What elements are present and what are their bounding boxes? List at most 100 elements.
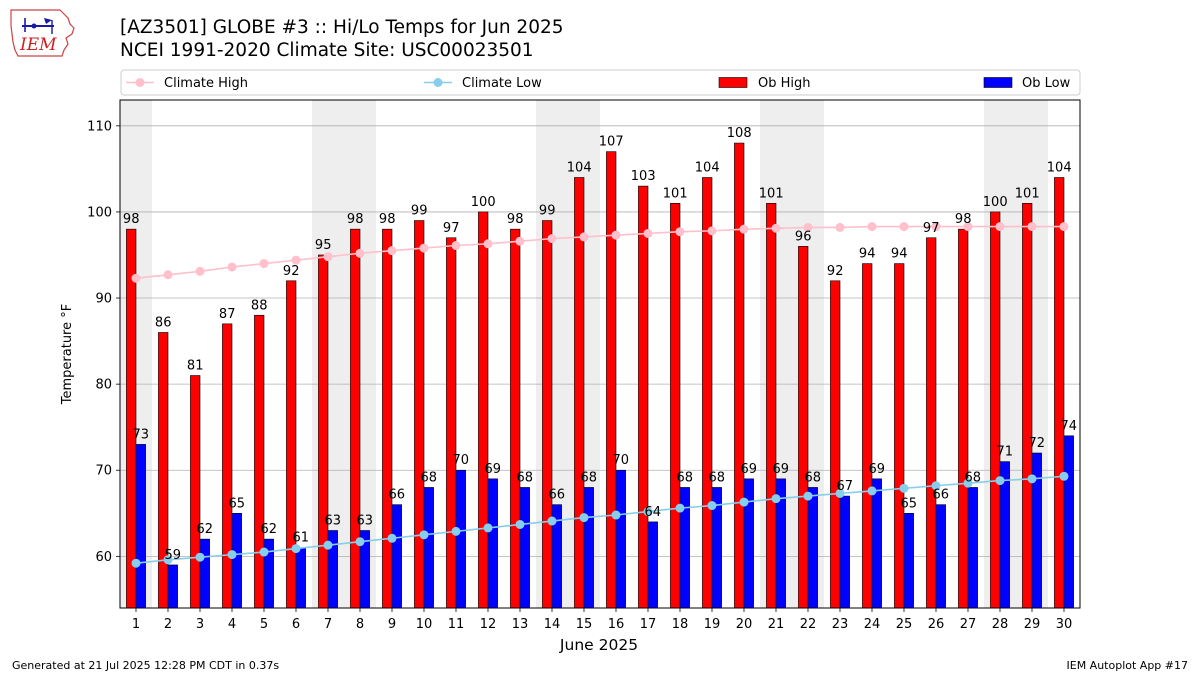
ob-high-label: 104 (695, 160, 720, 175)
ob-high-label: 101 (759, 186, 784, 201)
ob-low-bar (519, 487, 530, 609)
ob-low-bar (935, 504, 946, 609)
chart-title: [AZ3501] GLOBE #3 :: Hi/Lo Temps for Jun… (120, 17, 564, 38)
climate-low-point (675, 503, 685, 513)
ob-high-bar (862, 263, 873, 609)
ob-low-label: 67 (837, 479, 854, 494)
ob-low-bar (839, 495, 850, 609)
ob-low-label: 64 (645, 505, 662, 520)
ob-low-bar (455, 469, 466, 609)
climate-high-point (1027, 222, 1037, 232)
climate-low-point (163, 555, 173, 565)
climate-high-point (259, 259, 269, 269)
ob-low-bar (487, 478, 498, 609)
ob-low-label: 69 (741, 462, 758, 477)
ob-high-bar (286, 280, 297, 609)
ob-high-bar (830, 280, 841, 609)
ob-low-bar (231, 512, 242, 609)
x-tick-label: 21 (768, 617, 785, 632)
climate-low-point (515, 519, 525, 529)
ob-high-label: 98 (379, 212, 396, 227)
ob-high-label: 94 (859, 247, 876, 262)
climate-low-point (739, 497, 749, 507)
x-tick-label: 12 (480, 617, 497, 632)
ob-high-label: 96 (795, 229, 812, 244)
climate-low-point (579, 513, 589, 523)
climate-high-point (323, 252, 333, 262)
x-tick-label: 1 (132, 617, 140, 632)
ob-low-label: 74 (1061, 419, 1078, 434)
ob-low-label: 66 (933, 488, 950, 503)
x-tick-label: 25 (896, 617, 913, 632)
x-tick-label: 22 (800, 617, 817, 632)
y-tick-label: 90 (95, 292, 112, 307)
ob-low-label: 72 (1029, 436, 1046, 451)
ob-high-label: 97 (443, 221, 460, 236)
ob-high-label: 103 (631, 169, 656, 184)
climate-low-point (419, 530, 429, 540)
plot-frame (119, 99, 1081, 609)
x-tick-label: 2 (164, 617, 172, 632)
x-tick-label: 20 (736, 617, 753, 632)
legend-box (120, 69, 1081, 96)
climate-high-line (135, 225, 1064, 280)
ob-low-bar (391, 504, 402, 609)
ob-low-bar (423, 487, 434, 609)
climate-high-point (195, 266, 205, 276)
climate-high-point (579, 232, 589, 242)
ob-low-bar (615, 469, 626, 609)
ob-high-label: 81 (187, 359, 204, 374)
ob-low-label: 62 (197, 522, 214, 537)
legend-ob-high-swatch (718, 77, 748, 88)
ob-high-bar (990, 211, 1001, 609)
ob-low-label: 69 (869, 462, 886, 477)
ob-low-label: 73 (133, 427, 150, 442)
x-tick-label: 28 (992, 617, 1009, 632)
ob-high-bar (446, 237, 457, 609)
climate-low-point (771, 494, 781, 504)
ob-high-label: 104 (567, 160, 592, 175)
ob-high-bar (574, 177, 585, 609)
climate-low-point (611, 510, 621, 520)
climate-high-point (131, 273, 141, 283)
ob-low-label: 59 (165, 548, 182, 563)
climate-high-point (419, 243, 429, 253)
ob-high-bar (766, 203, 777, 609)
x-tick-label: 5 (260, 617, 268, 632)
chart-subtitle: NCEI 1991-2020 Climate Site: USC00023501 (120, 40, 534, 61)
climate-low-point (707, 501, 717, 511)
ob-high-bar (158, 332, 169, 609)
ob-high-bar (606, 151, 617, 609)
climate-high-point (899, 222, 909, 232)
ob-high-label: 108 (727, 126, 752, 141)
ob-high-label: 92 (283, 264, 300, 279)
y-axis-label: Temperature °F (60, 304, 75, 405)
ob-low-bar (871, 478, 882, 609)
ob-low-label: 66 (549, 488, 566, 503)
x-tick-label: 7 (324, 617, 332, 632)
ob-high-label: 94 (891, 247, 908, 262)
climate-low-point (931, 481, 941, 491)
ob-high-label: 101 (1015, 186, 1040, 201)
ob-high-bar (926, 237, 937, 609)
climate-high-point (483, 239, 493, 249)
y-tick-label: 60 (95, 550, 112, 565)
climate-low-point (195, 552, 205, 562)
ob-high-bar (798, 246, 809, 609)
climate-high-point (739, 224, 749, 234)
legend-ob-high-label: Ob High (758, 76, 811, 91)
climate-high-point (995, 222, 1005, 232)
app-credit: IEM Autoplot App #17 (1066, 659, 1189, 672)
ob-low-bar (135, 444, 146, 609)
x-tick-label: 11 (448, 617, 465, 632)
ob-high-bar (702, 177, 713, 609)
ob-low-bar (647, 521, 658, 609)
legend-ob-low-label: Ob Low (1022, 76, 1071, 91)
ob-high-label: 98 (507, 212, 524, 227)
climate-high-point (675, 227, 685, 237)
ob-high-label: 100 (471, 195, 496, 210)
ob-high-label: 98 (955, 212, 972, 227)
climate-low-point (867, 486, 877, 496)
ob-high-label: 87 (219, 307, 236, 322)
climate-high-point (451, 241, 461, 251)
